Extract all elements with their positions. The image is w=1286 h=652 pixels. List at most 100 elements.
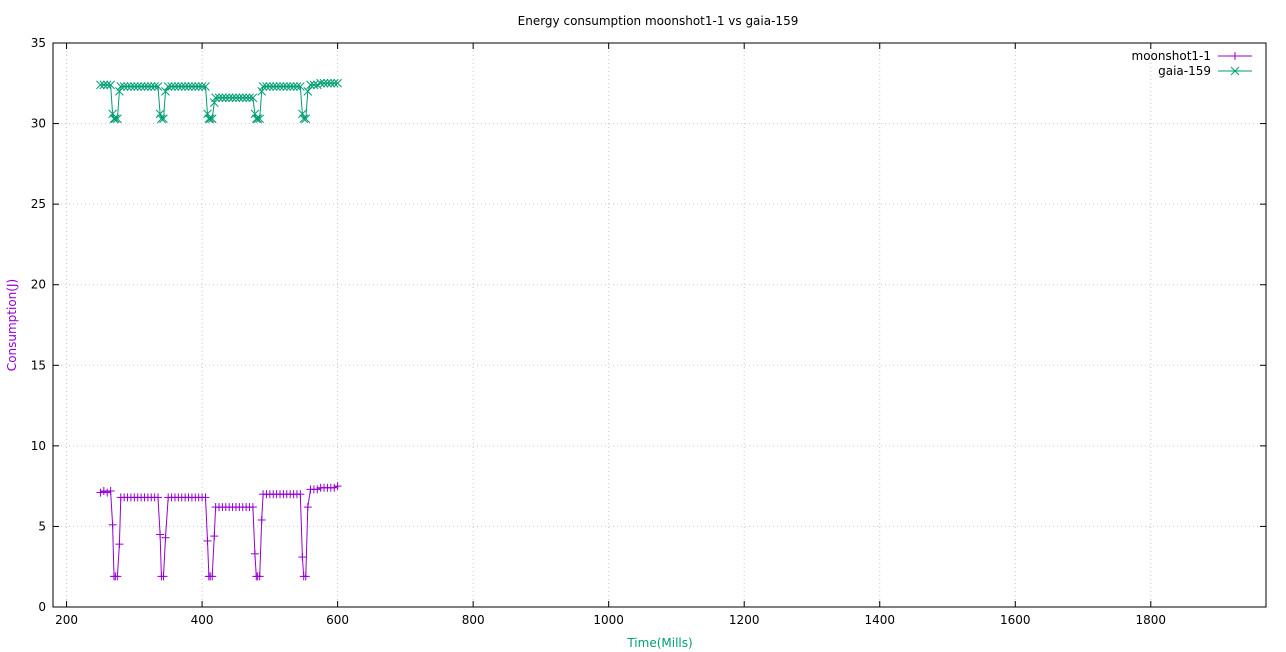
data-point [115,540,124,549]
data-point [133,82,143,91]
data-point [163,82,173,91]
y-tick-label: 25 [31,197,46,211]
data-point [301,572,310,581]
x-tick-label: 400 [191,613,214,627]
data-point [110,114,120,124]
data-point [255,114,265,124]
y-tick-label: 10 [31,439,46,453]
y-tick-label: 15 [31,358,46,372]
data-point [140,82,149,91]
data-point [126,82,136,91]
series-moonshot1-1 [96,482,342,581]
data-point [174,82,183,91]
data-point [201,493,210,502]
data-point [248,503,257,512]
ticks: 200 400 600 800 1000 1200 1400 1600 1800 0 5 10 15 20… [31,36,1266,627]
data-point [96,488,105,497]
data-point [316,78,326,88]
data-point [228,93,237,103]
data-point [285,82,295,91]
data-point [298,553,307,562]
data-point [187,82,197,91]
y-tick-label: 20 [31,278,46,292]
data-point [245,93,254,103]
data-point [258,82,268,91]
data-point [136,82,146,91]
series-gaia-159 [96,78,342,124]
data-point [113,114,122,124]
data-point [218,93,227,103]
data-point [248,93,258,103]
data-point [102,80,112,90]
data-point [275,82,285,91]
data-point [204,114,214,124]
data-point [177,82,187,91]
data-point [119,82,129,91]
data-point [250,549,259,558]
data-point [167,82,176,91]
data-point [313,485,322,494]
data-point [326,78,336,88]
legend-marker [1230,66,1240,76]
data-point [333,78,342,88]
grid [53,42,1266,608]
data-point [268,82,278,91]
data-point [292,82,302,91]
data-point [170,82,180,91]
data-point [143,82,153,91]
data-point [289,82,298,91]
x-tick-label: 1000 [593,613,624,627]
data-point [108,520,117,529]
legend-label-gaia-159: gaia-159 [1158,64,1211,78]
data-point [210,532,219,541]
x-tick-label: 600 [326,613,349,627]
data-point [309,80,319,90]
y-tick-label: 0 [38,600,46,614]
y-axis-label: Consumption(J) [5,279,19,371]
data-point [184,82,193,91]
data-point [106,486,115,495]
data-point [257,515,266,524]
data-point [123,82,132,91]
data-point [330,483,339,492]
data-point [203,536,212,545]
data-point [333,482,342,491]
x-axis-label: Time(Mills) [626,636,692,650]
data-point [180,82,190,91]
data-point [153,82,163,91]
series-layer [96,78,342,581]
data-point [253,114,263,124]
data-point [154,493,163,502]
data-point [282,82,292,91]
x-tick-label: 1600 [1000,613,1031,627]
data-point [96,80,105,90]
legend-marker [1231,52,1239,60]
x-tick-label: 1200 [729,613,760,627]
data-point [99,80,109,90]
data-point [116,82,126,91]
data-point [109,114,119,124]
legend-sample-moonshot1-1 [1218,52,1252,60]
data-point [201,82,210,91]
data-point [106,80,115,90]
data-point [211,93,220,103]
y-tick-label: 30 [31,117,46,131]
data-point [299,114,309,124]
data-point [194,82,204,91]
data-point [329,78,339,88]
data-point [255,572,264,581]
y-tick-label: 5 [38,519,46,533]
data-point [156,530,165,539]
data-point [224,93,234,103]
data-point [323,78,332,88]
plot-frame [52,42,1267,608]
data-point [265,82,275,91]
data-point [197,82,207,91]
data-point [235,93,244,103]
x-tick-label: 1400 [864,613,895,627]
data-point [214,93,224,103]
data-point [155,109,165,119]
legend-label-moonshot1-1: moonshot1-1 [1132,49,1211,63]
data-point [161,533,170,542]
